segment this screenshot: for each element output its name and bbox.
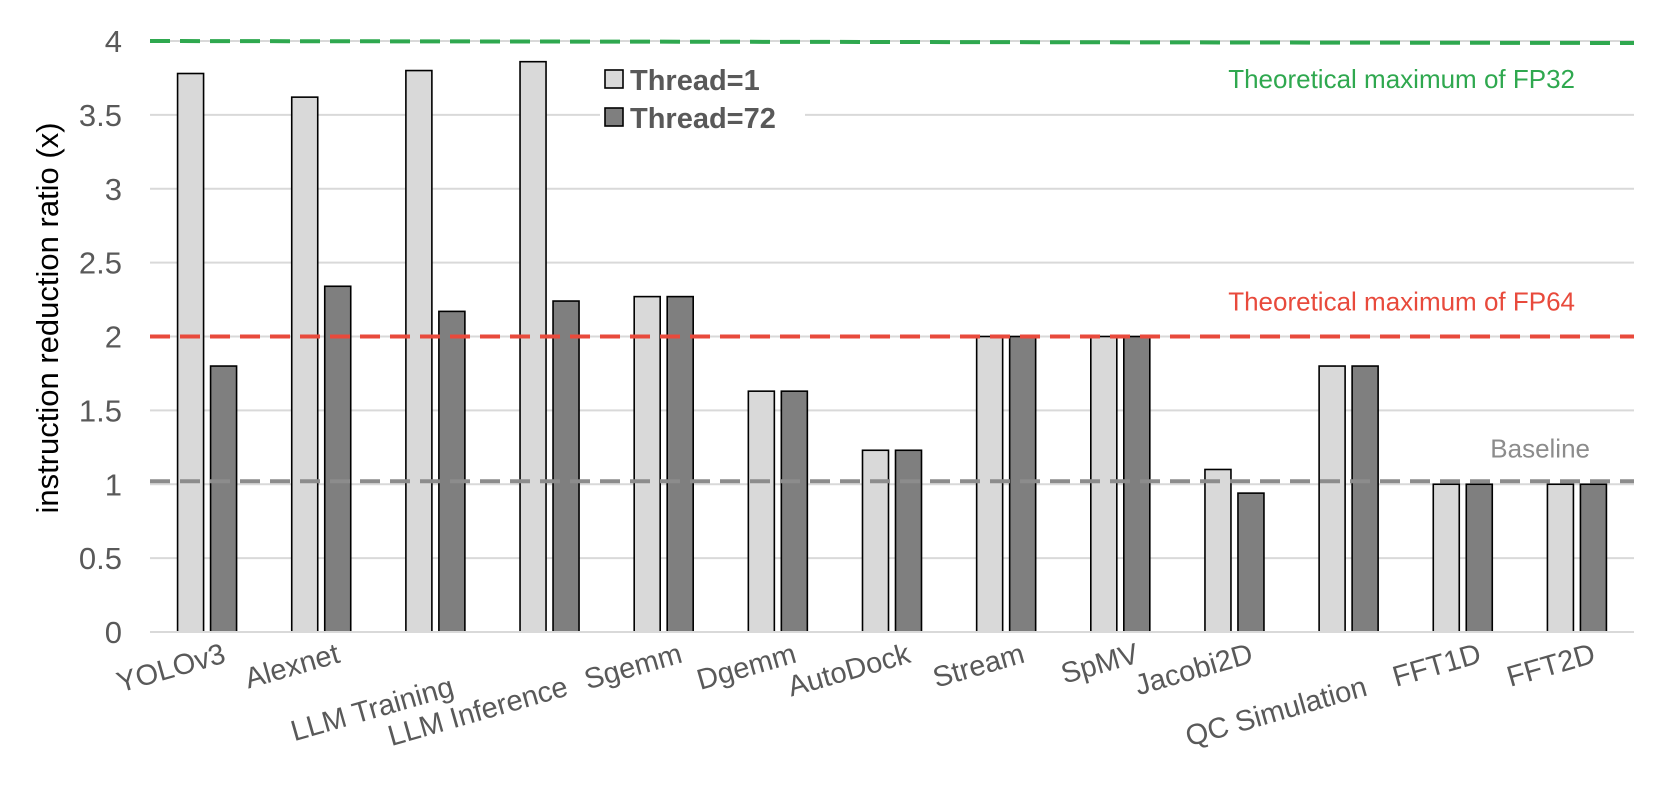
x-tick-label: YOLOv3 — [113, 638, 229, 699]
y-tick-label: 2 — [105, 320, 122, 355]
y-tick-label: 4 — [105, 24, 122, 59]
x-tick-label: Alexnet — [241, 638, 343, 695]
y-tick-label: 3.5 — [79, 98, 122, 133]
x-tick-label: Stream — [929, 638, 1028, 695]
x-tick-label: QC Simulation — [1182, 671, 1371, 753]
bar-thread-72-6 — [894, 449, 923, 633]
bar-thread-72-1 — [323, 285, 352, 633]
bar-thread-1-8 — [1090, 335, 1118, 633]
bar-thread-72-10 — [1351, 365, 1379, 633]
bar-thread-1-12 — [1546, 483, 1575, 633]
bar-thread-1-11 — [1432, 483, 1461, 633]
legend: Thread=1 Thread=72 — [600, 65, 805, 135]
bar-thread-1-7 — [975, 335, 1004, 633]
bar-thread-72-7 — [1008, 335, 1037, 633]
x-tick-label: AutoDock — [784, 638, 914, 704]
legend-swatch-1 — [604, 107, 624, 127]
x-tick-label: SpMV — [1057, 638, 1142, 691]
reference-label-0: Theoretical maximum of FP32 — [1228, 64, 1575, 94]
bar-thread-1-0 — [176, 72, 205, 633]
bar-thread-1-1 — [290, 96, 319, 633]
y-tick-label: 1 — [105, 467, 122, 502]
x-tick-label: Dgemm — [693, 638, 799, 697]
bar-thread-1-9 — [1204, 468, 1232, 633]
reference-lines: Theoretical maximum of FP32 Theoretical m… — [149, 39, 1635, 484]
y-tick-label: 1.5 — [79, 393, 122, 428]
bar-thread-72-5 — [780, 390, 809, 633]
x-tick-label: FFT2D — [1503, 638, 1599, 694]
bar-thread-1-4 — [633, 295, 661, 633]
legend-label-0: Thread=1 — [630, 65, 760, 97]
bar-thread-72-11 — [1465, 483, 1494, 633]
y-tick-label: 3 — [105, 172, 122, 207]
bar-thread-1-3 — [519, 60, 547, 633]
reference-label-2: Baseline — [1490, 433, 1590, 463]
y-axis-ticks: 0 0.5 1 1.5 2 2.5 3 3.5 4 — [79, 24, 122, 650]
bar-thread-72-8 — [1123, 335, 1151, 633]
bar-thread-72-9 — [1237, 492, 1265, 633]
reference-line-0 — [149, 39, 1635, 45]
y-tick-label: 2.5 — [79, 246, 122, 281]
bar-thread-1-10 — [1318, 365, 1346, 633]
legend-label-1: Thread=72 — [630, 103, 776, 135]
y-axis-label: instruction reduction ratio (x) — [30, 122, 65, 513]
bar-thread-1-2 — [405, 69, 433, 633]
bars — [176, 60, 1608, 633]
legend-swatch-0 — [604, 69, 624, 89]
bar-thread-1-5 — [747, 390, 776, 633]
bar-thread-72-2 — [438, 310, 466, 633]
legend-background — [600, 66, 805, 134]
y-tick-label: 0.5 — [79, 541, 122, 576]
bar-thread-1-6 — [861, 449, 890, 633]
bar-thread-72-4 — [666, 295, 694, 633]
bar-thread-72-12 — [1579, 483, 1608, 633]
y-tick-label: 0 — [105, 615, 122, 650]
x-tick-label: Sgemm — [581, 638, 686, 696]
bar-thread-72-3 — [552, 300, 580, 633]
x-tick-label: FFT1D — [1389, 638, 1485, 694]
x-tick-label: Jacobi2D — [1131, 638, 1256, 702]
bar-thread-72-0 — [209, 365, 238, 633]
reference-label-1: Theoretical maximum of FP64 — [1228, 287, 1575, 317]
